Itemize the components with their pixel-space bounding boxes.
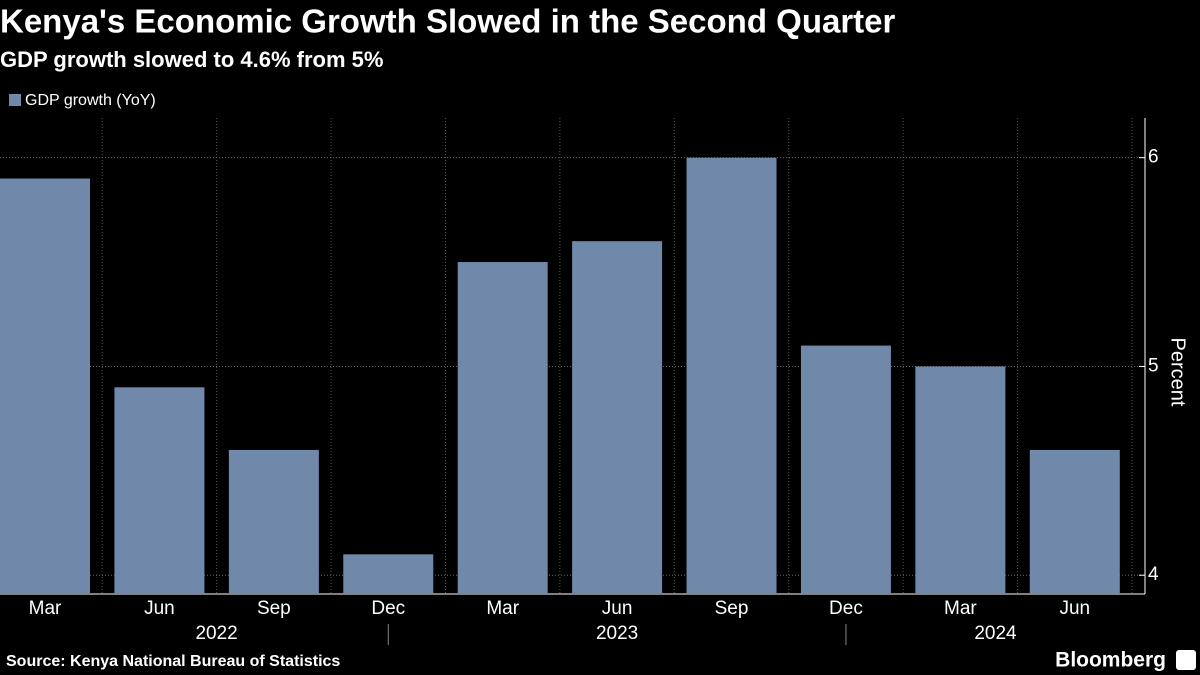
- x-tick-label: Sep: [715, 598, 749, 619]
- bar: [114, 387, 205, 594]
- bar: [915, 366, 1006, 594]
- x-tick-label: Jun: [1059, 598, 1090, 619]
- x-tick-label: Sep: [257, 598, 291, 619]
- x-group-label: 2023: [596, 623, 638, 644]
- x-group-label: 2022: [195, 623, 237, 644]
- x-tick-label: Dec: [371, 598, 405, 619]
- brand: Bloomberg: [1055, 649, 1166, 672]
- x-tick-label: Mar: [29, 598, 62, 619]
- chart-title: Kenya's Economic Growth Slowed in the Se…: [0, 3, 896, 40]
- y-tick-label: 6: [1148, 147, 1159, 168]
- bar: [0, 178, 91, 594]
- legend-label: GDP growth (YoY): [25, 92, 156, 109]
- bar: [572, 241, 663, 594]
- legend-swatch: [9, 94, 21, 106]
- y-tick-label: 5: [1148, 355, 1159, 376]
- bar: [686, 157, 777, 594]
- x-group-label: 2024: [974, 623, 1017, 644]
- source: Source: Kenya National Bureau of Statist…: [6, 653, 340, 670]
- bar: [343, 554, 434, 594]
- bar: [1029, 449, 1120, 594]
- bar: [800, 345, 891, 594]
- x-tick-label: Mar: [944, 598, 977, 619]
- bar: [457, 262, 548, 594]
- x-tick-label: Mar: [486, 598, 519, 619]
- x-tick-label: Dec: [829, 598, 863, 619]
- chart-subtitle: GDP growth slowed to 4.6% from 5%: [0, 47, 383, 72]
- x-tick-label: Jun: [144, 598, 175, 619]
- y-axis-label: Percent: [1167, 338, 1189, 407]
- x-tick-label: Jun: [602, 598, 633, 619]
- brand-icon: [1176, 650, 1196, 670]
- y-tick-label: 4: [1148, 564, 1159, 585]
- bar: [228, 449, 319, 594]
